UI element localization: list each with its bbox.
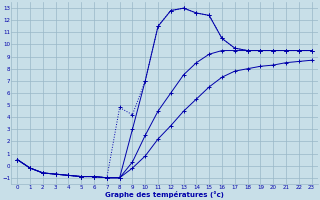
X-axis label: Graphe des températures (°c): Graphe des températures (°c) bbox=[105, 191, 224, 198]
